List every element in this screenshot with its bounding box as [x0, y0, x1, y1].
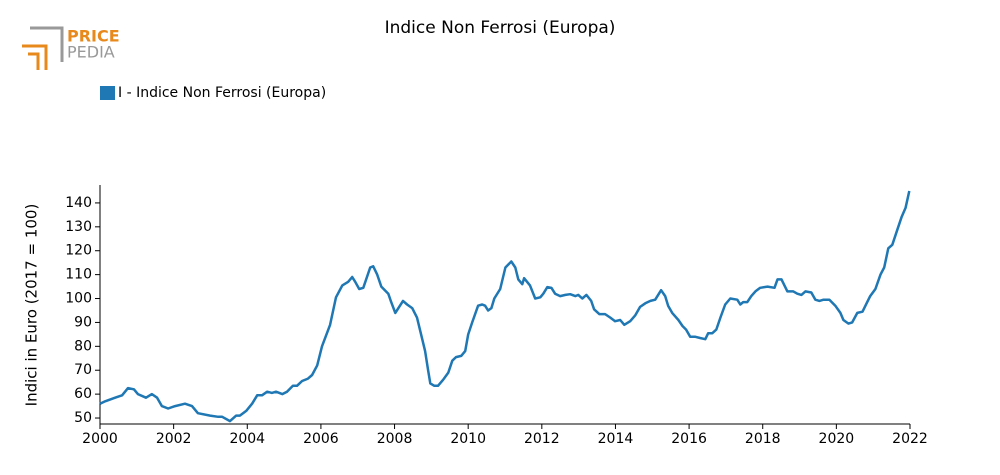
- x-tick-label: 2012: [524, 431, 560, 447]
- y-tick-label: 110: [65, 267, 92, 283]
- y-tick-label: 50: [74, 410, 92, 426]
- x-tick-label: 2010: [450, 431, 486, 447]
- logo-mark: [22, 26, 64, 70]
- x-tick-label: 2014: [598, 431, 634, 447]
- x-tick-label: 2022: [892, 431, 928, 447]
- x-tick-label: 2004: [229, 431, 265, 447]
- y-tick-label: 130: [65, 219, 92, 235]
- series-line: [99, 190, 911, 423]
- x-tick-label: 2002: [156, 431, 192, 447]
- x-tick-label: 2000: [82, 431, 118, 447]
- y-tick-label: 60: [74, 386, 92, 402]
- y-tick-label: 140: [65, 195, 92, 211]
- logo-text: PRICE: [67, 27, 120, 46]
- x-tick-label: 2006: [303, 431, 339, 447]
- legend-swatch: [100, 86, 115, 100]
- y-tick-label: 120: [65, 243, 92, 259]
- x-tick-label: 2016: [671, 431, 707, 447]
- y-axis-label: Indici in Euro (2017 = 100): [23, 204, 41, 407]
- legend-label: I - Indice Non Ferrosi (Europa): [118, 85, 326, 101]
- y-tick-label: 70: [74, 362, 92, 378]
- logo-text: PEDIA: [67, 43, 115, 62]
- y-tick-label: 100: [65, 291, 92, 307]
- x-tick-label: 2020: [819, 431, 855, 447]
- y-tick-label: 80: [74, 338, 92, 354]
- chart-title: Indice Non Ferrosi (Europa): [385, 18, 616, 38]
- x-tick-label: 2018: [745, 431, 781, 447]
- x-tick-label: 2008: [377, 431, 413, 447]
- y-tick-label: 90: [74, 314, 92, 330]
